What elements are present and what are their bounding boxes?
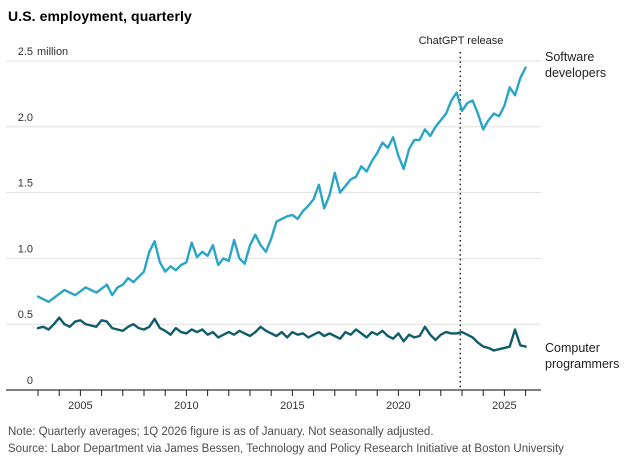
series-label-computer-programmers: Computer programmers [545,341,620,372]
chart-source: Source: Labor Department via James Besse… [8,443,564,455]
y-tick-label: 2.0 [18,112,33,124]
x-axis-labels: 2005 2010 2015 2020 2025 [68,400,516,412]
x-tick-label: 2015 [280,400,304,412]
x-tick-label: 2025 [492,400,516,412]
y-tick-label: 2.5 [18,46,33,58]
x-tick-label: 2005 [68,400,92,412]
y-axis-unit-label: million [37,46,68,58]
y-tick-label: 1.5 [18,178,33,190]
chart-note: Note: Quarterly averages; 1Q 2026 figure… [8,426,434,438]
x-axis-ticks [37,390,527,396]
chart-title: U.S. employment, quarterly [8,8,192,24]
y-tick-label: 1.0 [18,243,33,255]
y-axis-labels: 0 0.5 1.0 1.5 2.0 2.5 million [18,46,68,387]
computer-programmers-line [36,316,527,352]
series-label-software-developers: Software developers [545,50,607,81]
y-tick-label: 0 [27,375,33,387]
chatgpt-release-annotation-label: ChatGPT release [418,35,504,47]
gridlines [6,60,541,325]
y-tick-label: 0.5 [18,309,33,321]
software-developers-line [36,66,527,303]
x-tick-label: 2020 [386,400,410,412]
x-tick-label: 2010 [174,400,198,412]
